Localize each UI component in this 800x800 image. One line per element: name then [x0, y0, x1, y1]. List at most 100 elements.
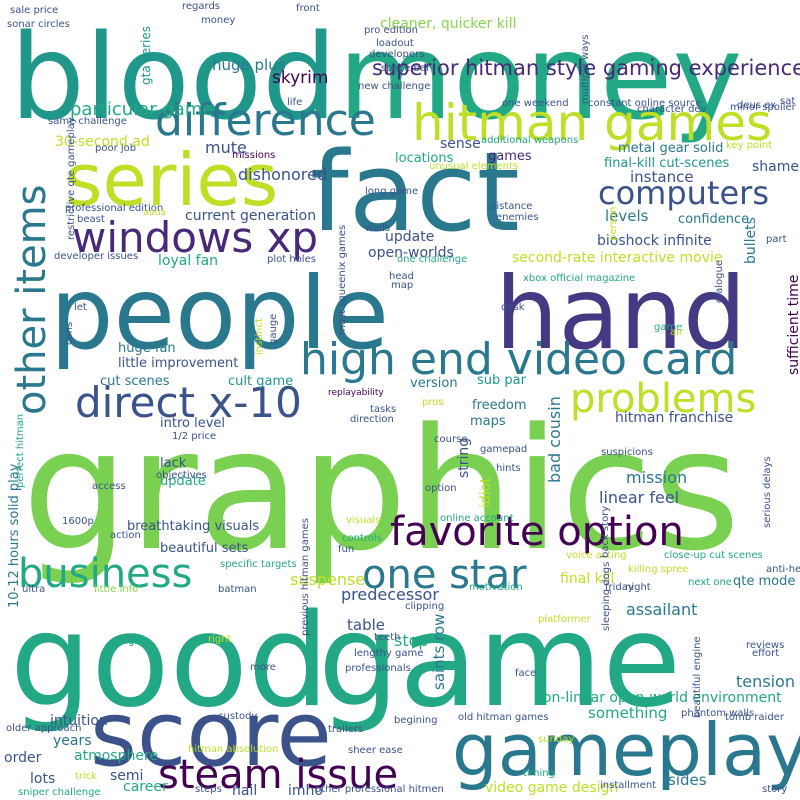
word-games: games: [488, 149, 532, 164]
word-years: years: [53, 733, 92, 749]
word-option: option: [425, 483, 457, 494]
word-cleaner-quicker-kill: cleaner, quicker kill: [380, 16, 516, 32]
word-sleeping-dogs: sleeping dogs: [601, 562, 612, 631]
word-motivation: motivation: [469, 582, 523, 593]
word-suspicions: suspicions: [601, 447, 653, 458]
word-close-up-cut-scenes: close-up cut scenes: [664, 550, 763, 561]
word-action: action: [110, 530, 141, 541]
word-new-challenge: new challenge: [358, 81, 430, 92]
word-begining: begining: [394, 715, 437, 726]
word-tomb-raider: tomb raider: [725, 712, 785, 723]
word-multiple-ways: multiple ways: [580, 35, 591, 104]
word-trick: trick: [75, 771, 97, 782]
word-walls: walls: [365, 223, 390, 234]
word-hints: hints: [496, 463, 521, 474]
word-stop: stop: [394, 631, 429, 650]
word-clipping: clipping: [405, 601, 444, 612]
word-dialogue: dialogue: [714, 260, 725, 303]
word-one-star: one star: [362, 552, 527, 598]
word-xbox-official-magazine: xbox official magazine: [523, 273, 635, 284]
word-custody: custody: [218, 711, 257, 722]
word-superior-hitman-style-gaming-experience: superior hitman style gaming experience: [372, 56, 800, 80]
word-money: money: [338, 8, 742, 146]
word-gamepad: gamepad: [480, 444, 527, 455]
word-idiot: idiot: [478, 477, 494, 508]
word-professional-edition: professional edition: [65, 203, 163, 214]
word-table: table: [347, 616, 385, 634]
word-imho: imho: [288, 783, 323, 799]
word-ultra: ultra: [22, 584, 45, 595]
word-30-second-ad: 30-second ad: [55, 134, 150, 150]
word-10-12-hours-solid-play: 10-12 hours solid play: [7, 463, 22, 608]
word-restrictive-qte-gameplay: restrictive qte gameplay: [66, 117, 77, 240]
word-fun: fun: [338, 544, 354, 555]
word-installment: installment: [600, 780, 656, 791]
word-video-game-design: video game design: [485, 780, 618, 796]
word-developers: developers: [369, 49, 424, 60]
word-cons: cons: [64, 322, 75, 345]
word-one-challenge: one challenge: [397, 254, 467, 265]
word-effort: effort: [752, 648, 779, 659]
word-little-improvement: little improvement: [118, 356, 238, 371]
word-regards: regards: [182, 1, 220, 12]
word-cult-game: cult game: [228, 374, 293, 389]
word-specific-targets: specific targets: [220, 559, 297, 570]
word-long-game: long game: [365, 186, 418, 197]
word-huge-fan: huge fan: [118, 341, 176, 356]
word-trailers: trailers: [328, 724, 363, 735]
word-windows-xp: windows xp: [72, 213, 318, 262]
word-cut-scenes: cut scenes: [100, 374, 170, 389]
word-gauge: gauge: [268, 314, 279, 345]
word-batman: batman: [218, 584, 257, 595]
word-something: something: [588, 704, 667, 722]
word-hitman-franchise: hitman franchise: [615, 410, 733, 426]
word-beautiful-sets: beautiful sets: [160, 541, 249, 556]
word-game: game: [654, 322, 682, 333]
word-order: order: [4, 750, 42, 766]
word-replayability: replayability: [328, 388, 384, 398]
word-friday: friday: [605, 582, 634, 593]
word-story: story: [762, 784, 787, 795]
word-distance: distance: [490, 201, 532, 212]
word-asus: asus: [143, 207, 166, 218]
word-sides: sides: [668, 771, 707, 789]
word-tension: tension: [736, 672, 795, 691]
word-lack: lack: [160, 456, 187, 471]
word-locations: locations: [395, 151, 454, 166]
word-lengthy-game: lengthy game: [354, 648, 423, 659]
word-poor-job: poor job: [95, 143, 136, 154]
word-final-kill-cut-scenes: final-kill cut-scenes: [604, 156, 730, 171]
word-visuals: visuals: [346, 515, 380, 526]
word-unusual-elements: unusual elements: [429, 161, 518, 172]
word-most-squeenix-games: most squeenix games: [337, 225, 348, 335]
word-online-account: online account: [440, 513, 514, 524]
word-high-end-video-card: high end video card: [300, 334, 737, 385]
word-developer-issues: developer issues: [54, 251, 138, 262]
word-second-rate-interactive-movie: second-rate interactive movie: [512, 250, 723, 266]
word-voice-acting: voice acting: [566, 550, 627, 561]
word-constant-online-source: constant online source: [588, 98, 702, 109]
word-person: person: [608, 207, 619, 241]
word-blood: blood: [10, 8, 337, 146]
word-graphics: graphics: [22, 392, 740, 588]
word-gta-series: gta series: [139, 26, 153, 85]
word-update: update: [385, 229, 434, 245]
word-beast: beast: [77, 214, 105, 225]
word-plot-holes: plot holes: [267, 254, 316, 265]
word-final-kill: final kill: [560, 571, 614, 587]
word-loyal-fan: loyal fan: [158, 253, 218, 269]
word-gameplay: gameplay: [452, 708, 800, 792]
word-night: night: [625, 582, 651, 593]
word-sunday: sunday: [538, 734, 574, 745]
word-sheer-ease: sheer ease: [348, 745, 403, 756]
word-part: part: [766, 234, 787, 245]
word-atmosphere: atmosphere: [74, 748, 158, 764]
word-1600p: 1600p: [62, 516, 94, 527]
word-bullets: bullets: [743, 217, 759, 264]
word-saints-row: saints row: [430, 614, 448, 690]
word-reviews: reviews: [746, 640, 784, 651]
word-game: game: [318, 587, 681, 736]
word-favorite-option: favorite option: [390, 509, 684, 555]
word-sufficient-time: sufficient time: [786, 275, 800, 375]
word-predecessor: predecessor: [341, 585, 439, 604]
